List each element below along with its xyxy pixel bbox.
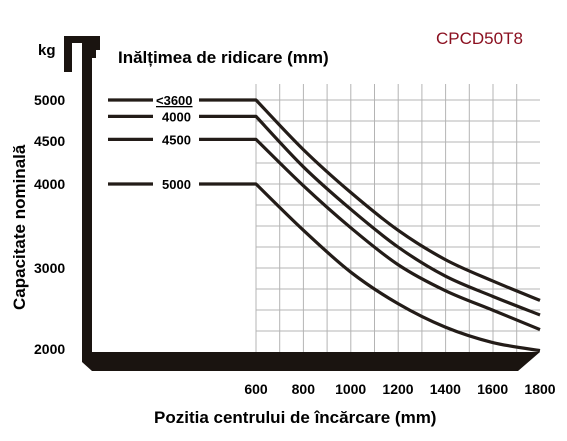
series-label: <3600 bbox=[156, 93, 193, 108]
series-label-bg bbox=[153, 108, 199, 124]
x-axis-bar bbox=[82, 352, 540, 371]
y-tick-label: 4000 bbox=[34, 176, 65, 192]
y-tick-label: 5000 bbox=[34, 92, 65, 108]
curves bbox=[108, 98, 541, 353]
y-tick-labels: 2000 3000 4000 4500 5000 bbox=[34, 92, 65, 357]
y-axis-label: Capacitate nominală bbox=[10, 144, 29, 310]
x-tick-label: 1600 bbox=[477, 381, 508, 397]
y-tick-label: 2000 bbox=[34, 341, 65, 357]
series-label: 4500 bbox=[162, 132, 191, 147]
series-curve-0 bbox=[108, 98, 541, 302]
series-curve-1 bbox=[108, 114, 541, 317]
series-label: 4000 bbox=[162, 109, 191, 124]
x-tick-label: 1000 bbox=[335, 381, 366, 397]
x-axis-label: Pozitia centrului de încărcare (mm) bbox=[154, 408, 436, 427]
series-label-bg bbox=[153, 176, 199, 191]
x-tick-labels: 600 800 1000 1200 1400 1600 1800 bbox=[244, 381, 555, 397]
series-label: 5000 bbox=[162, 177, 191, 192]
y-axis-bar bbox=[82, 42, 100, 362]
series-curve-2 bbox=[108, 137, 541, 332]
axes bbox=[64, 36, 540, 371]
unit-label: kg bbox=[38, 42, 56, 59]
y-tick-label: 4500 bbox=[34, 133, 65, 149]
x-tick-label: 600 bbox=[244, 381, 268, 397]
x-tick-label: 800 bbox=[292, 381, 316, 397]
x-tick-label: 1800 bbox=[524, 381, 555, 397]
series-label-bg bbox=[153, 131, 199, 147]
y-tick-label: 3000 bbox=[34, 260, 65, 276]
chart-title: Inălțimea de ridicare (mm) bbox=[118, 48, 329, 67]
y-axis-top bbox=[64, 36, 100, 72]
model-label: CPCD50T8 bbox=[436, 29, 523, 48]
series-label-bg bbox=[153, 92, 199, 107]
series-curve-3 bbox=[108, 182, 541, 353]
x-tick-label: 1400 bbox=[430, 381, 461, 397]
x-tick-label: 1200 bbox=[382, 381, 413, 397]
